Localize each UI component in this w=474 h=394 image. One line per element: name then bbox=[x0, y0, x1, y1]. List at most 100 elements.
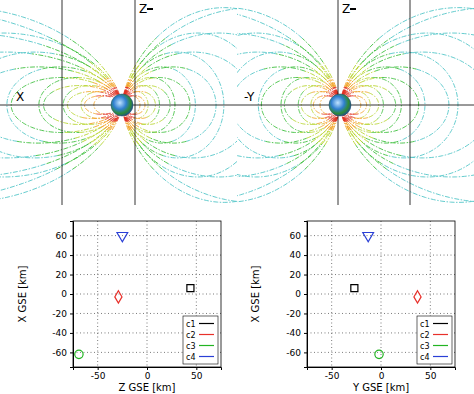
tick-label: 0 bbox=[295, 289, 301, 299]
field-line bbox=[342, 116, 344, 122]
field-line bbox=[32, 54, 80, 67]
field-line bbox=[130, 120, 137, 124]
legend: c1c2c3c4 bbox=[417, 316, 452, 364]
marks bbox=[351, 232, 421, 358]
field-line bbox=[124, 87, 127, 94]
field-line bbox=[284, 138, 315, 143]
field-line bbox=[304, 119, 323, 124]
field-line bbox=[89, 86, 104, 90]
plot-frame bbox=[73, 221, 221, 367]
field-line bbox=[139, 127, 157, 132]
axis-domain bbox=[74, 368, 222, 371]
x-axis-title: Z GSE [km] bbox=[119, 382, 176, 393]
field-line bbox=[142, 54, 165, 67]
tick-mark bbox=[98, 367, 99, 370]
tick: 20 bbox=[56, 270, 73, 280]
tick-label: -20 bbox=[286, 309, 301, 319]
field-line bbox=[334, 87, 337, 94]
legend-box bbox=[417, 316, 452, 364]
field-line-panel bbox=[237, 0, 474, 205]
legend-label: c2 bbox=[186, 331, 196, 340]
field-line bbox=[144, 138, 172, 143]
field-line bbox=[101, 121, 111, 127]
grid-line bbox=[307, 274, 455, 275]
field-line bbox=[94, 64, 108, 78]
field-line bbox=[347, 130, 356, 145]
tick-mark bbox=[381, 367, 382, 370]
grid-line bbox=[73, 313, 221, 314]
grid-line bbox=[307, 294, 455, 295]
tick: -40 bbox=[286, 328, 307, 338]
field-line bbox=[362, 142, 388, 156]
legend-swatch bbox=[199, 356, 214, 357]
tick-label: 60 bbox=[290, 231, 302, 241]
grid-line bbox=[307, 235, 455, 236]
field-line bbox=[111, 78, 116, 87]
legend-swatch bbox=[199, 345, 214, 346]
field-line bbox=[342, 116, 344, 122]
plot-frame bbox=[307, 221, 455, 367]
tick: 0 bbox=[295, 289, 307, 299]
field-line bbox=[332, 78, 336, 87]
scatter-chart: -50050-60-40-200204060Z GSE [km]X GSE [k… bbox=[17, 221, 222, 393]
earth bbox=[329, 94, 351, 116]
field-line bbox=[90, 120, 105, 124]
field-line bbox=[71, 86, 97, 92]
field-line bbox=[140, 77, 158, 82]
field-line bbox=[136, 128, 151, 138]
tick-mark bbox=[430, 367, 431, 370]
field-line bbox=[141, 142, 163, 156]
field-line bbox=[100, 82, 110, 88]
legend-label: c3 bbox=[186, 342, 196, 351]
field-line bbox=[343, 116, 345, 122]
tick-mark bbox=[332, 367, 333, 370]
field-line bbox=[336, 116, 338, 122]
field-line bbox=[350, 86, 358, 90]
field-line bbox=[367, 67, 399, 71]
tick-mark bbox=[70, 352, 73, 353]
field-line bbox=[352, 128, 366, 138]
field-line bbox=[302, 38, 323, 62]
tick-label: 0 bbox=[145, 371, 151, 381]
y-axis: -60-40-200204060 bbox=[52, 222, 73, 368]
field-line bbox=[319, 117, 329, 118]
axis-domain bbox=[304, 222, 308, 368]
grid bbox=[307, 221, 455, 367]
tick-label: 20 bbox=[56, 270, 68, 280]
data-point bbox=[187, 285, 194, 292]
field-line bbox=[357, 71, 375, 81]
field-line bbox=[54, 54, 90, 67]
tick-label: 50 bbox=[191, 371, 203, 381]
field-line bbox=[142, 86, 164, 92]
axis-label: X bbox=[16, 90, 24, 104]
field-line bbox=[292, 54, 317, 67]
field-line bbox=[136, 77, 150, 82]
field-line bbox=[124, 116, 126, 122]
tick: -20 bbox=[286, 309, 307, 319]
field-line bbox=[283, 67, 314, 71]
tick-label: -50 bbox=[325, 371, 340, 381]
field-line bbox=[315, 128, 328, 138]
field-line bbox=[125, 121, 128, 130]
tick: 20 bbox=[290, 270, 307, 280]
field-line bbox=[132, 117, 141, 118]
tick: 50 bbox=[191, 367, 203, 381]
field-line bbox=[356, 145, 377, 169]
field-line bbox=[353, 71, 367, 81]
field-line bbox=[314, 71, 327, 81]
field-line bbox=[129, 121, 135, 127]
field-line bbox=[101, 130, 113, 145]
field-line bbox=[309, 77, 325, 82]
field-line bbox=[73, 71, 98, 81]
field-line bbox=[115, 87, 119, 95]
field-line bbox=[135, 127, 149, 132]
grid-line bbox=[73, 294, 221, 295]
field-line bbox=[344, 121, 348, 130]
field-line bbox=[335, 116, 338, 122]
field-line bbox=[133, 128, 145, 138]
y-axis-title: X GSE [km] bbox=[17, 265, 28, 322]
field-line bbox=[276, 54, 310, 67]
field-line bbox=[366, 138, 398, 143]
axis-line bbox=[62, 0, 63, 205]
field-line bbox=[116, 87, 119, 95]
